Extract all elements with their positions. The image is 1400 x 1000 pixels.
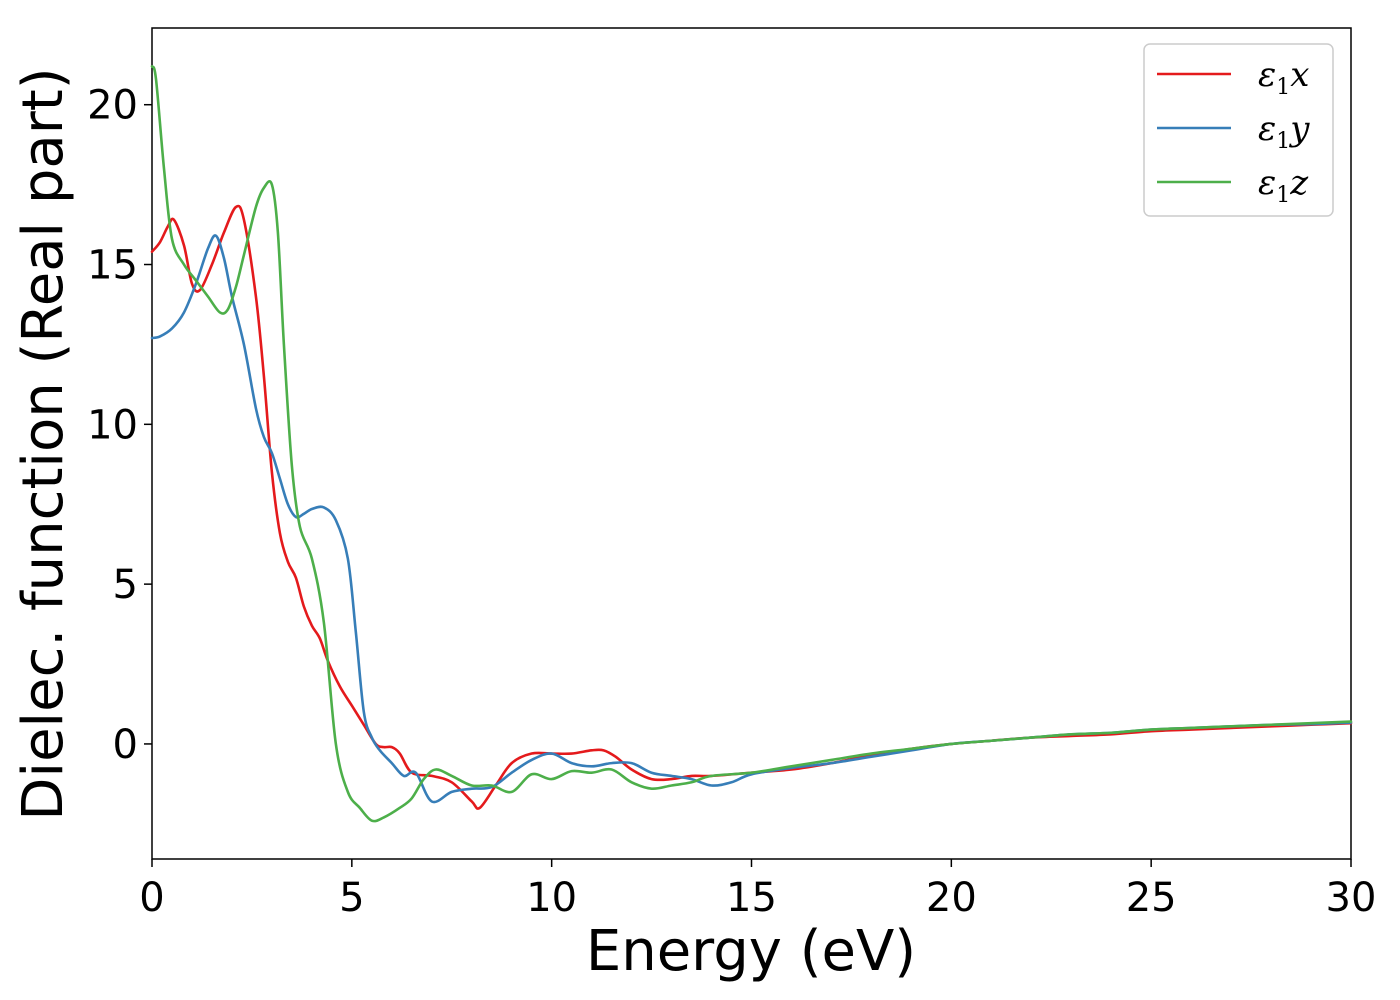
legend-box [1143, 43, 1334, 217]
y-tick-label: 5 [113, 562, 138, 608]
y-tick-label: 0 [113, 722, 138, 768]
legend-label-z: ε1z [1258, 163, 1309, 208]
x-tick-label: 5 [339, 875, 364, 921]
x-tick-label: 30 [1326, 875, 1377, 921]
x-tick-label: 0 [139, 875, 164, 921]
y-tick-label: 20 [87, 83, 138, 129]
legend: ε1x ε1y ε1z [1143, 43, 1334, 217]
series-layer [150, 65, 1353, 823]
x-tick-label: 20 [926, 875, 977, 921]
y-axis-title: Dielec. function (Real part) [11, 67, 76, 820]
legend-label-y: ε1y [1258, 109, 1310, 154]
y-tick-label: 10 [87, 402, 138, 448]
y-tick-label: 15 [87, 243, 138, 289]
x-tick-label: 10 [526, 875, 577, 921]
legend-label-x: ε1x [1258, 55, 1309, 100]
y-axis-ticks: 0 5 10 15 20 [87, 83, 152, 768]
x-tick-label: 25 [1126, 875, 1177, 921]
x-tick-label: 15 [726, 875, 777, 921]
x-axis-title: Energy (eV) [586, 919, 916, 984]
x-axis-ticks: 0 5 10 15 20 25 30 [139, 859, 1376, 921]
series-line-z [150, 65, 1353, 823]
